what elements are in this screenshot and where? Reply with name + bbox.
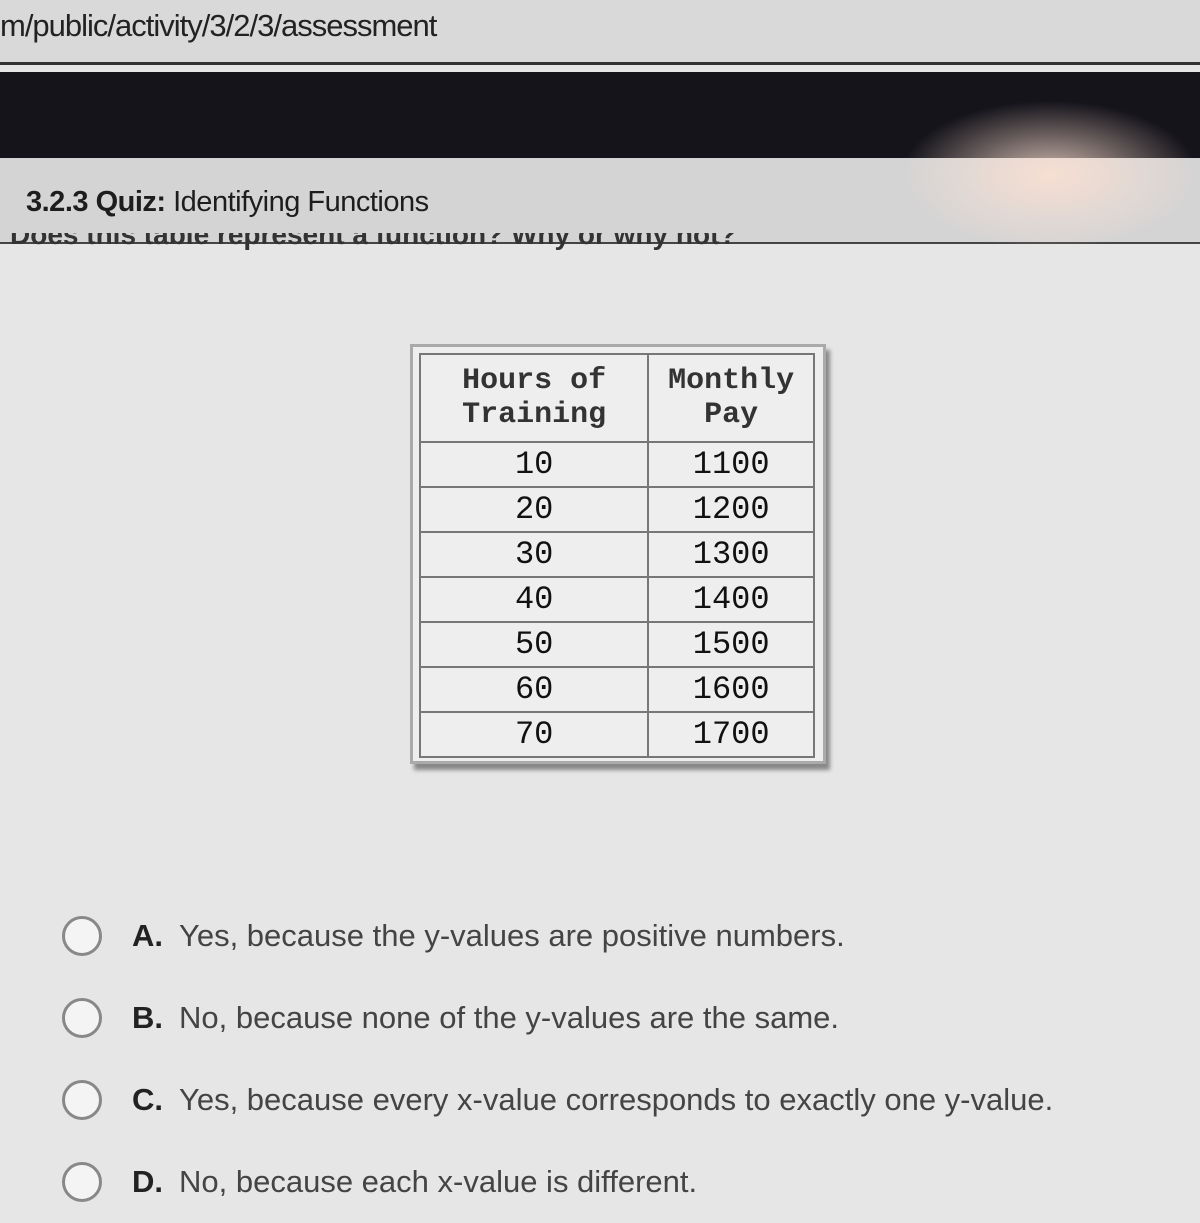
- answer-option-b[interactable]: B. No, because none of the y-values are t…: [62, 977, 1053, 1059]
- answer-option-a[interactable]: A. Yes, because the y-values are positive…: [62, 895, 1053, 977]
- table-cell: 1200: [647, 486, 815, 533]
- table-row: 30 1300: [418, 531, 815, 578]
- table-cell: 60: [418, 666, 650, 713]
- table-row: 10 1100: [418, 441, 815, 488]
- option-text: Yes, because every x-value corresponds t…: [179, 1082, 1054, 1117]
- table-cell: 1700: [647, 711, 815, 758]
- table-cell: 40: [418, 576, 650, 623]
- answer-option-d[interactable]: D. No, because each x-value is different.: [62, 1141, 1053, 1223]
- quiz-number: 3.2.3: [26, 186, 89, 218]
- radio-button[interactable]: [62, 1080, 102, 1120]
- table-cell: 50: [418, 621, 650, 668]
- table-row: 70 1700: [418, 711, 815, 758]
- table-cell: 20: [418, 486, 650, 533]
- table-row: 20 1200: [418, 486, 815, 533]
- table-row: 40 1400: [418, 576, 815, 623]
- table-cell: 1600: [647, 666, 815, 713]
- page-title: 3.2.3 Quiz: Identifying Functions: [26, 186, 429, 219]
- url-text: m/public/activity/3/2/3/assessment: [0, 8, 437, 43]
- data-table: Hours of Training Monthly Pay 10 1100 20 12…: [410, 344, 826, 764]
- column-header: Hours of Training: [418, 353, 650, 443]
- quiz-title: Identifying Functions: [173, 186, 429, 218]
- option-letter: A.: [132, 918, 163, 953]
- radio-button[interactable]: [62, 1162, 102, 1202]
- table-cell: 30: [418, 531, 650, 578]
- table-cell: 1100: [647, 441, 815, 488]
- table-cell: 1500: [647, 621, 815, 668]
- column-header: Monthly Pay: [647, 353, 815, 443]
- option-text: No, because none of the y-values are the…: [179, 1000, 840, 1035]
- answer-option-c[interactable]: C. Yes, because every x-value corresponds…: [62, 1059, 1053, 1141]
- table-row: 50 1500: [418, 621, 815, 668]
- answer-options: A. Yes, because the y-values are positive…: [62, 895, 1053, 1223]
- question-text: Does this table represent a function? Wh…: [10, 233, 737, 250]
- table-cell: 10: [418, 441, 650, 488]
- option-letter: C.: [132, 1082, 163, 1117]
- radio-button[interactable]: [62, 998, 102, 1038]
- option-letter: D.: [132, 1164, 163, 1199]
- table-cell: 1300: [647, 531, 815, 578]
- table-cell: 70: [418, 711, 650, 758]
- option-text: No, because each x-value is different.: [179, 1164, 698, 1199]
- option-text: Yes, because the y-values are positive n…: [179, 918, 845, 953]
- address-bar[interactable]: m/public/activity/3/2/3/assessment: [0, 0, 1200, 65]
- radio-button[interactable]: [62, 916, 102, 956]
- table-cell: 1400: [647, 576, 815, 623]
- table-row: 60 1600: [418, 666, 815, 713]
- quiz-label: Quiz:: [95, 186, 167, 218]
- screen-glare: [900, 100, 1200, 250]
- option-letter: B.: [132, 1000, 163, 1035]
